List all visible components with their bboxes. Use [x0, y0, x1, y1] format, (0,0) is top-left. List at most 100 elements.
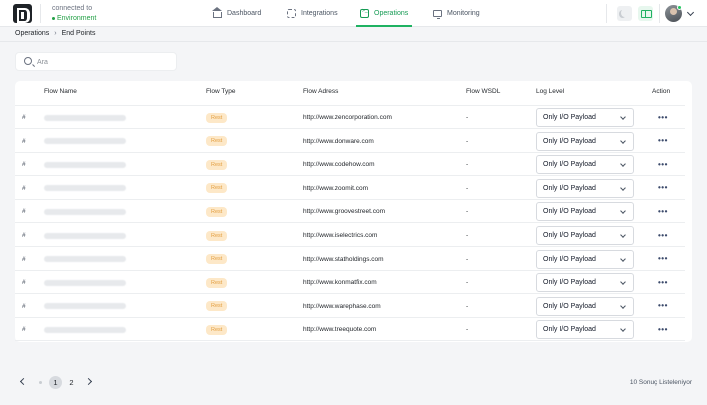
column-header-flow-address[interactable]: Flow Adress — [303, 88, 339, 95]
column-header-action: Action — [652, 88, 671, 95]
flow-type-badge: Rest — [206, 230, 228, 241]
breadcrumb-end-points: End Points — [61, 30, 96, 37]
flow-name-cell — [44, 271, 126, 294]
log-level-select[interactable]: Only I/O Payload — [536, 131, 634, 151]
row-hash: # — [22, 137, 26, 145]
log-level-cell: Only I/O Payload — [536, 177, 634, 200]
flow-type-badge: Rest — [206, 277, 228, 288]
more-actions-icon[interactable]: ••• — [658, 230, 668, 240]
more-actions-icon[interactable]: ••• — [658, 183, 668, 193]
log-level-cell: Only I/O Payload — [536, 106, 634, 129]
table-row[interactable]: # Rest http://www.zoomit.com - Only I/O Payl… — [15, 177, 685, 200]
action-cell: ••• — [658, 177, 668, 200]
redacted-flow-name — [44, 185, 126, 192]
table-row[interactable]: # Rest http://www.konmatfix.com - Only I/O P… — [15, 271, 685, 295]
action-cell: ••• — [658, 200, 668, 223]
log-level-select[interactable]: Only I/O Payload — [536, 202, 634, 222]
chevron-down-icon[interactable] — [686, 8, 695, 17]
flow-address-cell: http://www.iselectrics.com — [303, 232, 378, 239]
table-row[interactable]: # Rest http://www.groovestreet.com - Only I/… — [15, 200, 685, 224]
home-icon — [212, 7, 222, 18]
app-logo[interactable] — [13, 4, 32, 23]
log-level-select[interactable]: Only I/O Payload — [536, 178, 634, 198]
page-2-button[interactable]: 2 — [69, 378, 74, 387]
table-row[interactable]: # Rest http://www.zencorporation.com - Only … — [15, 106, 685, 129]
table-row[interactable]: # Rest http://www.codehow.com - Only I/O Pay… — [15, 153, 685, 177]
flow-name-cell — [44, 224, 126, 247]
table-row[interactable]: # Rest http://www.warephase.com - Only I/O P… — [15, 295, 685, 318]
log-level-value: Only I/O Payload — [543, 255, 596, 263]
log-level-select[interactable]: Only I/O Payload — [536, 155, 634, 175]
flow-type-cell: Rest — [206, 248, 228, 271]
action-cell: ••• — [658, 248, 668, 271]
previous-page-icon[interactable] — [19, 377, 28, 386]
flow-type-badge: Rest — [206, 136, 228, 147]
flow-type-badge: Rest — [206, 206, 228, 217]
dark-mode-toggle[interactable] — [617, 6, 632, 21]
log-level-select[interactable]: Only I/O Payload — [536, 249, 634, 269]
nav-monitoring[interactable]: Monitoring — [433, 0, 480, 27]
log-level-select[interactable]: Only I/O Payload — [536, 296, 634, 316]
chevron-down-icon — [620, 114, 626, 120]
flow-type-badge: Rest — [206, 183, 228, 194]
column-header-log-level[interactable]: Log Level — [536, 88, 565, 95]
breadcrumb-operations[interactable]: Operations — [15, 30, 50, 37]
row-hash: # — [22, 326, 26, 334]
log-level-select[interactable]: Only I/O Payload — [536, 320, 634, 340]
log-level-select[interactable]: Only I/O Payload — [536, 108, 634, 127]
flow-wsdl-cell: - — [466, 184, 469, 192]
table-row[interactable]: # Rest http://www.donware.com - Only I/O Pay… — [15, 130, 685, 153]
more-actions-icon[interactable]: ••• — [658, 159, 668, 169]
next-page-icon[interactable] — [84, 377, 93, 386]
flow-wsdl-cell: - — [466, 279, 469, 287]
flow-address-cell: http://www.donware.com — [303, 137, 374, 145]
log-level-select[interactable]: Only I/O Payload — [536, 273, 634, 293]
flow-type-cell: Rest — [206, 130, 228, 153]
connection-status[interactable]: connected to Environment — [52, 4, 96, 24]
log-level-value: Only I/O Payload — [543, 326, 596, 334]
log-level-value: Only I/O Payload — [543, 184, 596, 192]
more-actions-icon[interactable]: ••• — [658, 301, 668, 311]
nav-integrations-label: Integrations — [301, 10, 338, 17]
chevron-down-icon — [620, 232, 626, 238]
flow-wsdl-cell: - — [466, 161, 469, 169]
row-hash: # — [22, 255, 26, 263]
divider — [40, 4, 41, 23]
column-header-flow-type[interactable]: Flow Type — [206, 88, 236, 95]
search-input[interactable] — [37, 55, 172, 69]
search-box[interactable] — [15, 52, 177, 71]
more-actions-icon[interactable]: ••• — [658, 112, 668, 122]
more-actions-icon[interactable]: ••• — [658, 254, 668, 264]
more-actions-icon[interactable]: ••• — [658, 136, 668, 146]
nav-monitoring-label: Monitoring — [447, 10, 480, 17]
flow-wsdl-cell: - — [466, 232, 469, 239]
column-header-flow-name[interactable]: Flow Name — [44, 88, 77, 95]
flow-wsdl-cell: - — [466, 208, 469, 216]
more-actions-icon[interactable]: ••• — [658, 277, 668, 287]
row-hash: # — [22, 279, 26, 287]
table-row[interactable]: # Rest http://www.treequote.com - Only I/O P… — [15, 318, 685, 342]
more-actions-icon[interactable]: ••• — [658, 206, 668, 216]
table-row[interactable]: # Rest http://www.iselectrics.com - Only I/O… — [15, 224, 685, 247]
nav-integrations[interactable]: Integrations — [287, 0, 338, 27]
row-hash: # — [22, 208, 26, 216]
table-row[interactable]: # Rest http://www.statholdings.com - Only I/… — [15, 248, 685, 271]
more-actions-icon[interactable]: ••• — [658, 324, 668, 334]
integrations-icon — [287, 9, 296, 18]
flow-address-cell: http://www.codehow.com — [303, 161, 375, 169]
nav-operations[interactable]: Operations — [355, 0, 413, 27]
page-1-button[interactable]: 1 — [49, 376, 62, 389]
action-cell: ••• — [658, 318, 668, 341]
column-header-flow-wsdl[interactable]: Flow WSDL — [466, 88, 501, 95]
breadcrumb: Operations › End Points — [15, 30, 95, 37]
nav-dashboard[interactable]: Dashboard — [212, 0, 261, 27]
flow-name-cell — [44, 295, 126, 318]
pagination-dot-icon — [39, 381, 42, 384]
flow-name-cell — [44, 106, 126, 129]
docs-button[interactable] — [638, 6, 653, 21]
action-cell: ••• — [658, 224, 668, 247]
log-level-select[interactable]: Only I/O Payload — [536, 226, 634, 245]
row-hash: # — [22, 302, 26, 310]
redacted-flow-name — [44, 232, 126, 239]
flow-address-cell: http://www.zencorporation.com — [303, 114, 392, 121]
